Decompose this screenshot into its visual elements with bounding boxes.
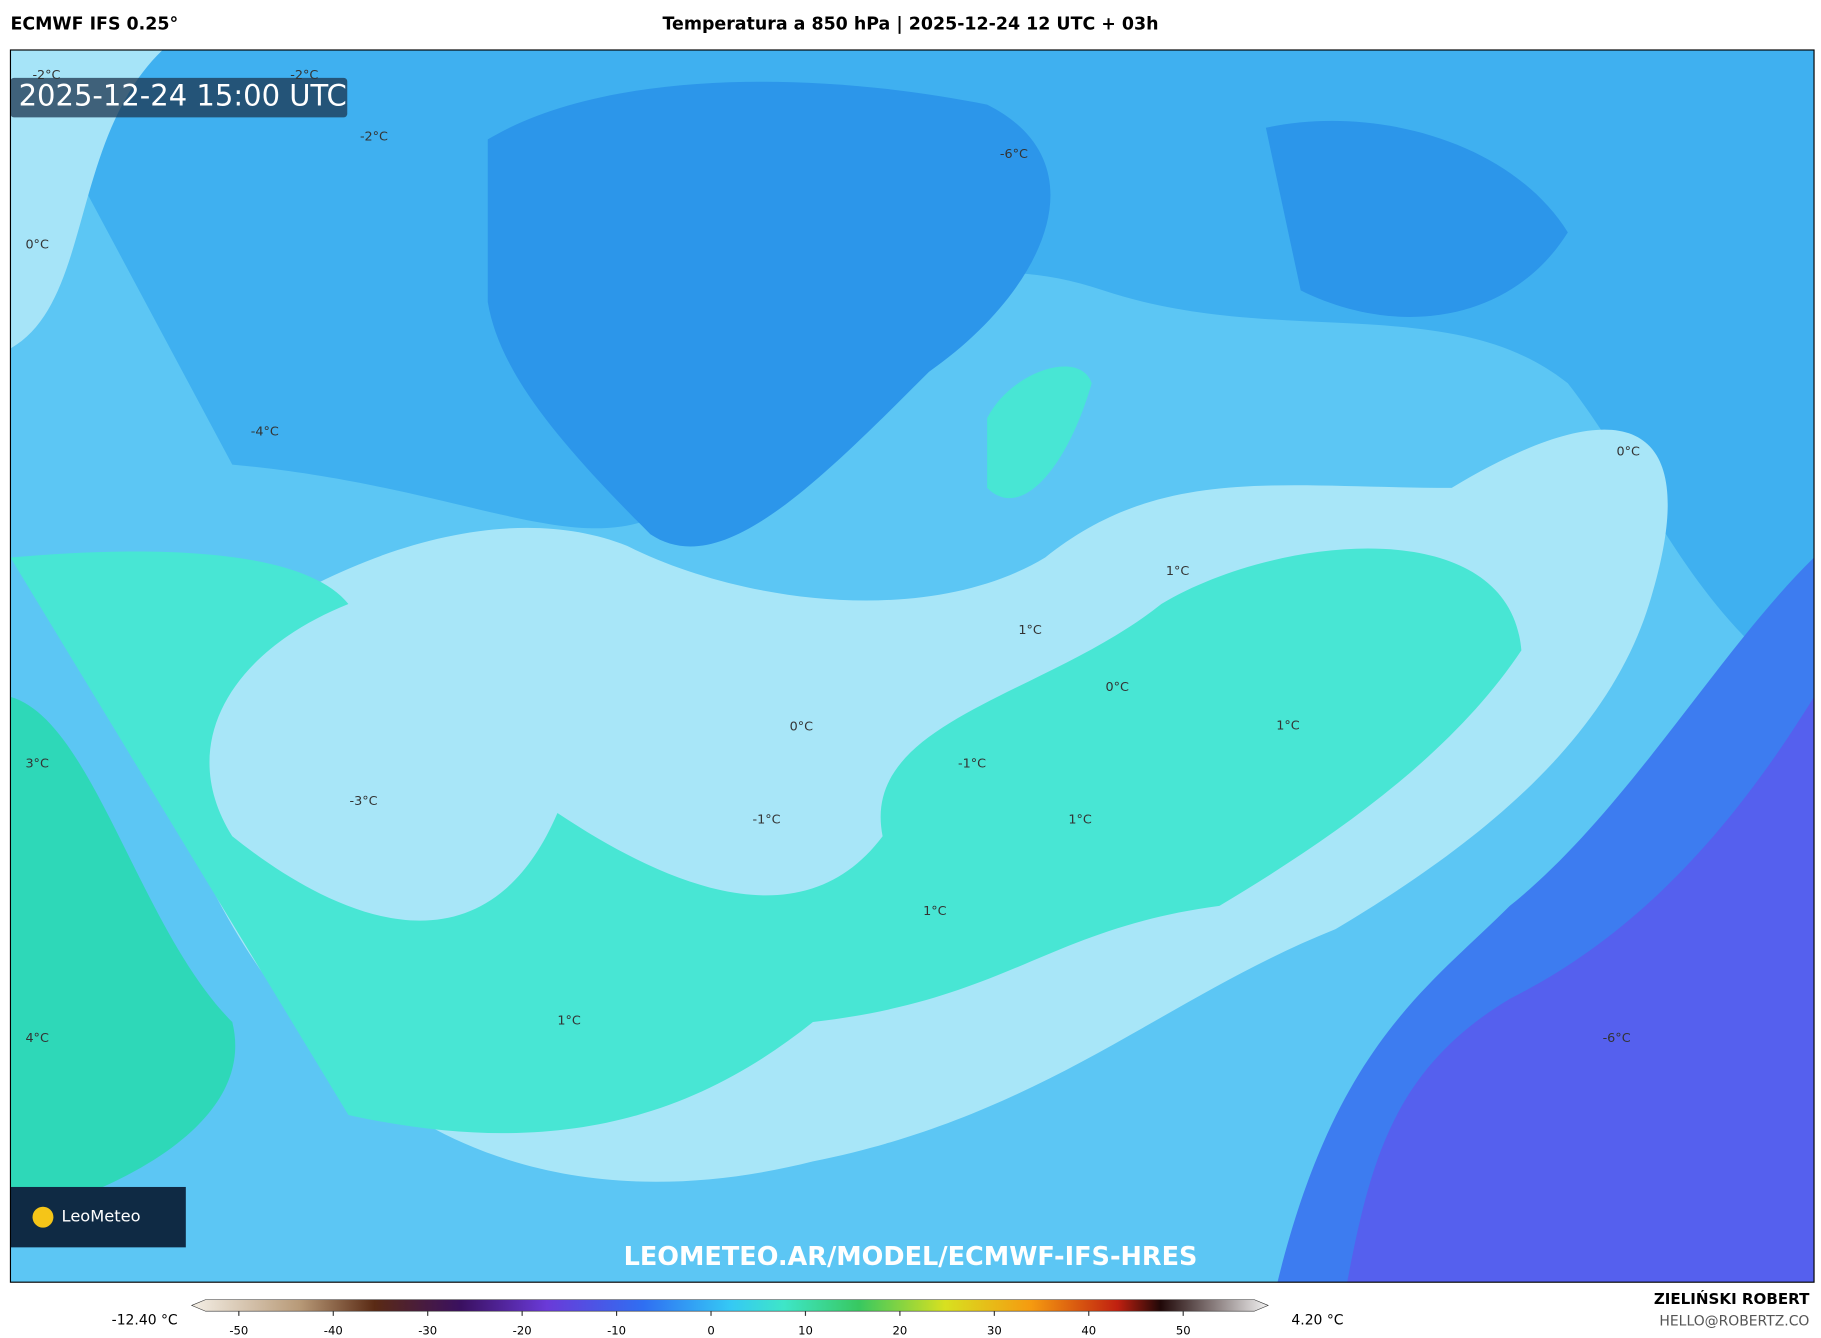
contour-label: -1°C <box>958 757 986 772</box>
source-url: LEOMETEO.AR/MODEL/ECMWF-IFS-HRES <box>624 1242 1198 1272</box>
colorbar-tick-label: 0 <box>707 1323 714 1337</box>
colorbar-max: 4.20 °C <box>1291 1313 1343 1329</box>
email: HELLO@ROBERTZ.CO <box>1659 1314 1809 1330</box>
contour-label: 0°C <box>790 720 814 735</box>
contour-label: 0°C <box>25 238 49 253</box>
contour-label: -6°C <box>1000 147 1028 162</box>
colorbar-tick-label: -10 <box>607 1323 626 1337</box>
contour-label: 1°C <box>923 904 947 919</box>
contour-label: 1°C <box>1276 718 1300 733</box>
contour-label: 1°C <box>1018 623 1042 638</box>
colorbar-tick-label: 50 <box>1176 1323 1191 1337</box>
logo-text: LeoMeteo <box>62 1207 141 1226</box>
colorbar-tick-label: -50 <box>229 1323 248 1337</box>
contour-labels: -2°C -2°C -2°C 0°C -4°C 3°C -3°C 4°C -6°C 0°C -1°C… <box>25 68 1640 1046</box>
contour-label: 0°C <box>1617 444 1641 459</box>
contour-label: 1°C <box>557 1013 581 1028</box>
contour-label: 3°C <box>25 757 49 772</box>
colorbar-tick-label: 20 <box>893 1323 908 1337</box>
contour-label: -3°C <box>349 794 377 809</box>
author: ZIELIŃSKI ROBERT <box>1654 1289 1810 1308</box>
colorbar-ticks: -50 -40 -30 -20 -10 0 10 20 30 40 50 <box>229 1311 1191 1337</box>
contour-label: -1°C <box>752 812 780 827</box>
contour-label: 1°C <box>1068 812 1092 827</box>
colorbar <box>190 1299 1269 1312</box>
colorbar-tick-label: 10 <box>798 1323 813 1337</box>
colorbar-tick-label: 40 <box>1081 1323 1096 1337</box>
model-name: ECMWF IFS 0.25° <box>10 14 178 34</box>
contour-label: -2°C <box>290 68 318 83</box>
timestamp: 2025-12-24 15:00 UTC <box>19 79 347 113</box>
contour-label: -6°C <box>1603 1031 1631 1046</box>
contour-label: 0°C <box>1106 680 1130 695</box>
contour-label: -2°C <box>360 130 388 145</box>
colorbar-tick-label: 30 <box>987 1323 1002 1337</box>
colorbar-tick-label: -20 <box>513 1323 532 1337</box>
colorbar-tick-label: -30 <box>418 1323 437 1337</box>
colorbar-min: -12.40 °C <box>112 1313 178 1329</box>
map: 2025-12-24 15:00 UTC LeoMeteo LEOMETEO.A… <box>10 49 1815 1283</box>
contour-label: 1°C <box>1166 564 1190 579</box>
contour-label: -4°C <box>251 425 279 440</box>
contour-label: 4°C <box>25 1031 49 1046</box>
colorbar-tick-label: -40 <box>324 1323 343 1337</box>
logo-sun <box>32 1206 54 1228</box>
map-title: Temperatura a 850 hPa | 2025-12-24 12 UT… <box>662 14 1158 34</box>
contour-label: -2°C <box>32 68 60 83</box>
